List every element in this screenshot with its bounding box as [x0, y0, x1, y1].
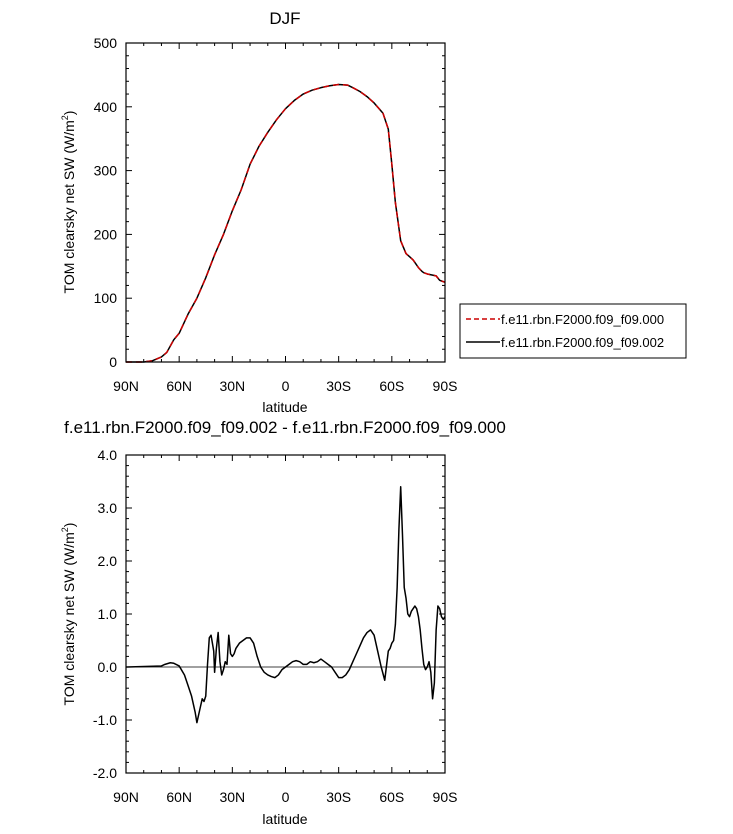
top-x-tick-label: 60S: [379, 378, 404, 394]
bottom-x-tick-labels: 90N 60N 30N 0 30S 60S 90S: [113, 789, 457, 805]
top-y-axis-label: TOM clearsky net SW (W/m2): [60, 111, 77, 294]
top-series-0: [126, 83, 446, 363]
top-y-tick-label: 300: [94, 163, 118, 179]
bottom-y-tick-label: 2.0: [98, 553, 118, 569]
top-x-tick-label: 90N: [113, 378, 139, 394]
legend-box: [459, 303, 687, 359]
top-series-1: [126, 83, 446, 363]
bottom-chart-title: f.e11.rbn.F2000.f09_f09.002 - f.e11.rbn.…: [64, 418, 506, 437]
top-y-tick-label: 200: [94, 226, 118, 242]
bottom-y-tick-label: -1.0: [93, 712, 117, 728]
top-x-tick-label: 0: [282, 378, 290, 394]
legend-label-002: f.e11.rbn.F2000.f09_f09.002: [501, 335, 664, 350]
bottom-x-tick-label: 60S: [379, 789, 404, 805]
bottom-series-lines: [125, 486, 446, 724]
top-ticks: [125, 42, 446, 363]
bottom-y-tick-label: 4.0: [98, 447, 118, 463]
top-y-tick-labels: 0 100 200 300 400 500: [94, 35, 118, 370]
bottom-y-tick-labels: -2.0 -1.0 0.0 1.0 2.0 3.0 4.0: [93, 447, 117, 781]
bottom-plot-frame: [125, 454, 446, 774]
legend-label-000: f.e11.rbn.F2000.f09_f09.000: [501, 312, 664, 327]
bottom-x-tick-label: 60N: [166, 789, 192, 805]
top-plot-frame: [125, 42, 446, 363]
bottom-series-0: [125, 486, 446, 724]
top-y-tick-label: 0: [109, 354, 117, 370]
top-x-tick-labels: 90N 60N 30N 0 30S 60S 90S: [113, 378, 457, 394]
top-y-tick-label: 100: [94, 290, 118, 306]
bottom-x-tick-label: 30N: [219, 789, 245, 805]
top-y-tick-label: 500: [94, 35, 118, 51]
bottom-y-axis-label: TOM clearsky net SW (W/m2): [60, 523, 77, 706]
bottom-x-tick-label: 30S: [326, 789, 351, 805]
bottom-y-tick-label: 3.0: [98, 500, 118, 516]
top-series-lines: [126, 83, 446, 363]
top-x-tick-label: 30N: [219, 378, 245, 394]
top-x-tick-label: 90S: [433, 378, 458, 394]
top-x-tick-label: 30S: [326, 378, 351, 394]
top-chart: DJF 90N 60N 30N 0 30S 60S 90S 0 100 200 300 400 500…: [60, 9, 687, 415]
top-x-axis-label: latitude: [262, 399, 307, 415]
bottom-x-tick-label: 0: [282, 789, 290, 805]
bottom-ticks: [125, 454, 446, 774]
legend: f.e11.rbn.F2000.f09_f09.000 f.e11.rbn.F2…: [459, 303, 687, 359]
bottom-y-tick-label: 1.0: [98, 606, 118, 622]
bottom-y-tick-label: 0.0: [98, 659, 118, 675]
bottom-x-tick-label: 90S: [433, 789, 458, 805]
bottom-chart: f.e11.rbn.F2000.f09_f09.002 - f.e11.rbn.…: [60, 418, 506, 827]
bottom-y-tick-label: -2.0: [93, 765, 117, 781]
bottom-x-axis-label: latitude: [262, 811, 307, 827]
bottom-x-tick-label: 90N: [113, 789, 139, 805]
top-y-tick-label: 400: [94, 99, 118, 115]
top-chart-title: DJF: [269, 9, 300, 28]
top-x-tick-label: 60N: [166, 378, 192, 394]
